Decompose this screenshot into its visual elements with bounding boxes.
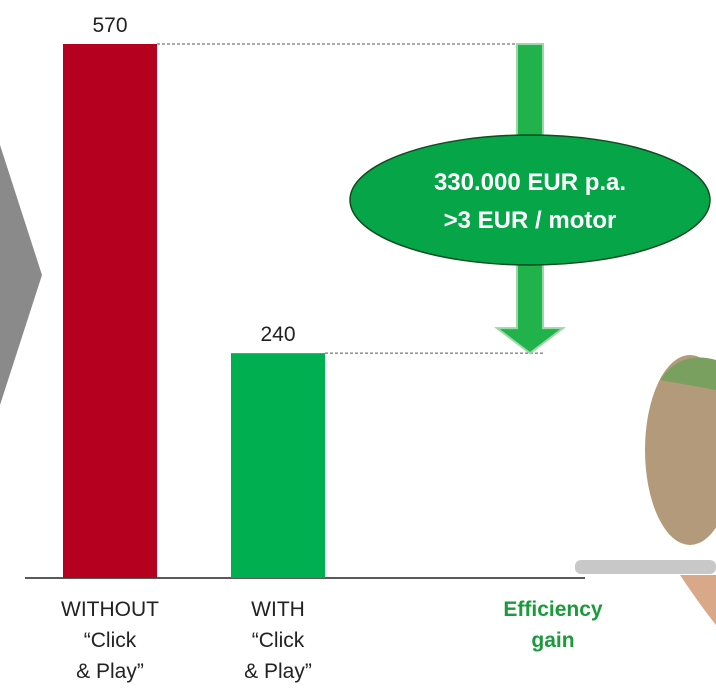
- efficiency-label: Efficiency gain: [473, 594, 633, 656]
- page: 570 240 330.000 EUR p.a. >3 EUR / motor Eff…: [0, 0, 716, 696]
- bar: [63, 44, 157, 578]
- value-label: 240: [260, 323, 295, 346]
- chevron: [0, 145, 42, 405]
- category-label: WITH “Click & Play”: [198, 594, 358, 687]
- value-label: 570: [92, 14, 127, 37]
- money-illustration: [575, 355, 716, 625]
- category-label: WITHOUT “Click & Play”: [30, 594, 190, 687]
- savings-text: 330.000 EUR p.a.: [434, 169, 626, 196]
- bar: [231, 353, 325, 578]
- savings-text: >3 EUR / motor: [444, 207, 617, 234]
- chart: 570 240 330.000 EUR p.a. >3 EUR / motor: [0, 0, 716, 696]
- savings-bubble: [350, 135, 710, 265]
